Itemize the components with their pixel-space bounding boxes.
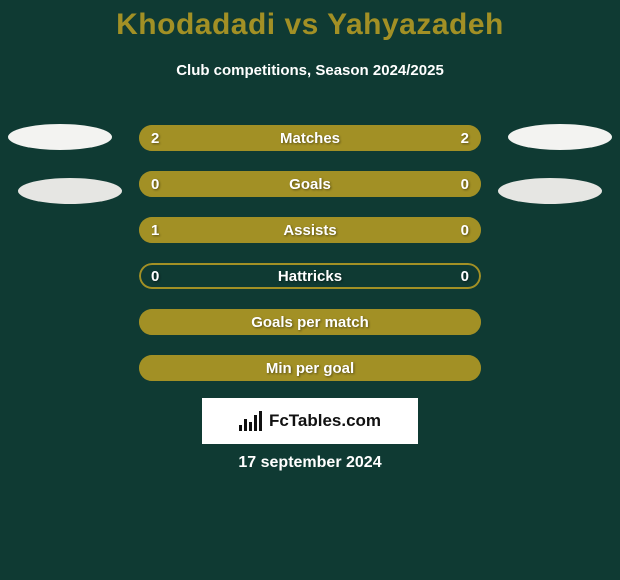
- bar-value-left: 0: [151, 171, 159, 197]
- comparison-canvas: Khodadadi vs Yahyazadeh Club competition…: [0, 0, 620, 580]
- player-left-marker-2: [18, 178, 122, 204]
- bar-value-left: 1: [151, 217, 159, 243]
- stat-bar: 0 0 Hattricks: [139, 263, 481, 289]
- stat-bar: 2 2 Matches: [139, 125, 481, 151]
- stat-bar: Goals per match: [139, 309, 481, 335]
- bar-label: Goals: [289, 176, 331, 193]
- page-title: Khodadadi vs Yahyazadeh: [0, 8, 620, 42]
- logo-text: FcTables.com: [269, 411, 381, 431]
- bar-value-left: 0: [151, 263, 159, 289]
- bar-value-right: 2: [461, 125, 469, 151]
- date-label: 17 september 2024: [0, 454, 620, 472]
- bar-label: Min per goal: [266, 360, 354, 377]
- bar-label: Hattricks: [278, 268, 342, 285]
- bar-label: Matches: [280, 130, 340, 147]
- stat-bar: 1 0 Assists: [139, 217, 481, 243]
- bar-value-right: 0: [461, 217, 469, 243]
- page-subtitle: Club competitions, Season 2024/2025: [0, 62, 620, 79]
- logo-badge: FcTables.com: [202, 398, 418, 444]
- stat-bar: 0 0 Goals: [139, 171, 481, 197]
- bar-value-right: 0: [461, 263, 469, 289]
- player-right-marker-2: [498, 178, 602, 204]
- stat-bar: Min per goal: [139, 355, 481, 381]
- player-left-marker-1: [8, 124, 112, 150]
- bars-icon: [239, 411, 263, 431]
- bar-label: Assists: [283, 222, 336, 239]
- bar-fill-right: [402, 217, 481, 243]
- bar-label: Goals per match: [251, 314, 369, 331]
- bar-fill-left: [139, 217, 402, 243]
- player-right-marker-1: [508, 124, 612, 150]
- bar-value-right: 0: [461, 171, 469, 197]
- bar-value-left: 2: [151, 125, 159, 151]
